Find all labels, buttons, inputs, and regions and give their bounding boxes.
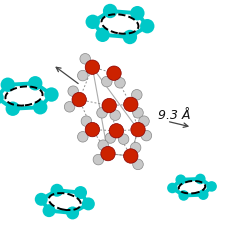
Circle shape (96, 28, 110, 42)
Circle shape (198, 189, 209, 200)
Circle shape (6, 102, 20, 116)
Circle shape (68, 86, 78, 96)
Circle shape (50, 184, 63, 197)
Circle shape (33, 100, 48, 114)
Circle shape (103, 4, 117, 18)
Circle shape (44, 87, 59, 102)
Circle shape (133, 159, 143, 170)
Circle shape (78, 70, 88, 81)
Circle shape (132, 90, 142, 100)
Circle shape (93, 154, 104, 165)
Circle shape (0, 90, 4, 105)
Circle shape (64, 102, 75, 112)
Circle shape (28, 76, 42, 90)
Circle shape (133, 108, 143, 118)
Circle shape (107, 66, 121, 80)
Circle shape (78, 132, 88, 142)
Circle shape (74, 186, 87, 199)
Circle shape (102, 98, 116, 113)
Circle shape (102, 76, 112, 87)
Circle shape (81, 116, 92, 126)
Circle shape (206, 181, 217, 192)
Circle shape (178, 190, 189, 201)
Circle shape (105, 133, 116, 143)
Circle shape (123, 30, 137, 44)
Circle shape (101, 146, 115, 161)
Circle shape (72, 92, 86, 107)
Circle shape (82, 198, 95, 210)
Circle shape (167, 183, 178, 193)
Circle shape (175, 174, 186, 185)
Circle shape (42, 204, 55, 217)
Circle shape (130, 6, 144, 20)
Circle shape (85, 60, 100, 74)
Circle shape (130, 142, 141, 153)
Circle shape (85, 15, 100, 29)
Circle shape (124, 149, 138, 163)
Circle shape (97, 108, 107, 118)
Circle shape (98, 140, 108, 150)
Circle shape (0, 78, 15, 92)
Circle shape (85, 122, 100, 137)
Circle shape (35, 193, 48, 206)
Circle shape (131, 122, 145, 137)
Circle shape (115, 78, 125, 88)
Circle shape (195, 174, 206, 184)
Circle shape (141, 130, 152, 141)
Circle shape (109, 124, 124, 138)
Circle shape (118, 134, 129, 144)
Circle shape (80, 54, 90, 64)
Circle shape (139, 116, 149, 126)
Text: 9.3 Å: 9.3 Å (158, 109, 191, 122)
Circle shape (140, 19, 155, 33)
Circle shape (124, 97, 138, 112)
Circle shape (66, 206, 79, 219)
Circle shape (110, 110, 120, 120)
